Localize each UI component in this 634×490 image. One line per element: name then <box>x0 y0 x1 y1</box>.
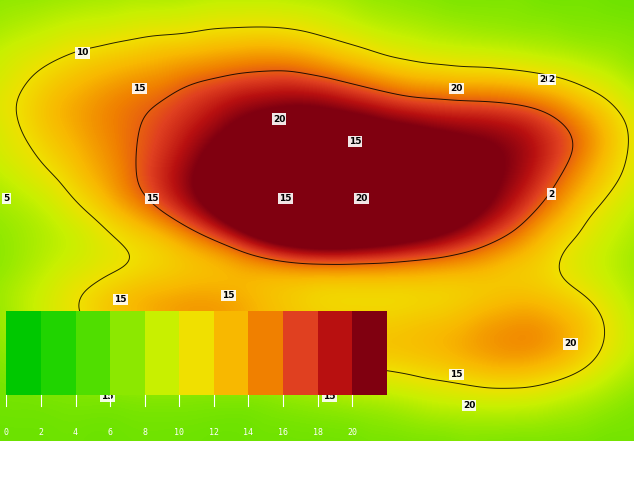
Text: 10: 10 <box>174 428 184 438</box>
Text: 15: 15 <box>222 291 235 300</box>
Text: 20: 20 <box>564 340 577 348</box>
Bar <box>214 311 249 395</box>
Bar <box>318 311 352 395</box>
Text: 15: 15 <box>101 392 114 401</box>
Bar <box>6 311 41 395</box>
Text: 15: 15 <box>146 194 158 203</box>
Text: 10: 10 <box>76 49 89 57</box>
Text: 6: 6 <box>108 428 113 438</box>
Bar <box>179 311 214 395</box>
Bar <box>75 311 110 395</box>
Text: 5: 5 <box>3 194 10 203</box>
Bar <box>110 311 145 395</box>
Text: 2: 2 <box>548 190 555 198</box>
Text: © weatheronline.co.uk weatheronline.co.uk: © weatheronline.co.uk weatheronline.co.u… <box>469 477 634 486</box>
Text: 0: 0 <box>4 428 9 438</box>
Text: 20: 20 <box>355 194 368 203</box>
Text: 15: 15 <box>76 375 89 384</box>
Bar <box>249 311 283 395</box>
Text: 15: 15 <box>323 392 336 401</box>
Text: 20: 20 <box>450 84 463 93</box>
Text: 15: 15 <box>222 340 235 348</box>
Text: 14: 14 <box>243 428 254 438</box>
Text: 20: 20 <box>273 115 285 123</box>
Text: 12: 12 <box>209 428 219 438</box>
Text: 15: 15 <box>82 340 95 348</box>
Text: Temperature 2m Spread mean+σ [°C] ECMWF: Temperature 2m Spread mean+σ [°C] ECMWF <box>6 445 235 455</box>
Text: 16: 16 <box>278 428 288 438</box>
Text: Tu 28-05-2024 18:00 UTC (12+7B): Tu 28-05-2024 18:00 UTC (12+7B) <box>368 445 550 455</box>
Text: 15: 15 <box>114 295 127 304</box>
Text: 15: 15 <box>349 137 361 146</box>
Text: 15: 15 <box>450 370 463 379</box>
Text: 4: 4 <box>73 428 78 438</box>
Bar <box>41 311 75 395</box>
Text: 18: 18 <box>313 428 323 438</box>
Text: 15: 15 <box>133 84 146 93</box>
Text: 8: 8 <box>142 428 147 438</box>
Text: 2: 2 <box>548 75 555 84</box>
Bar <box>283 311 318 395</box>
Text: 20: 20 <box>539 75 552 84</box>
Text: 20: 20 <box>463 401 476 410</box>
Bar <box>352 311 387 395</box>
Text: 2: 2 <box>39 428 43 438</box>
Bar <box>145 311 179 395</box>
Text: 20: 20 <box>347 428 357 438</box>
Text: 15: 15 <box>279 194 292 203</box>
